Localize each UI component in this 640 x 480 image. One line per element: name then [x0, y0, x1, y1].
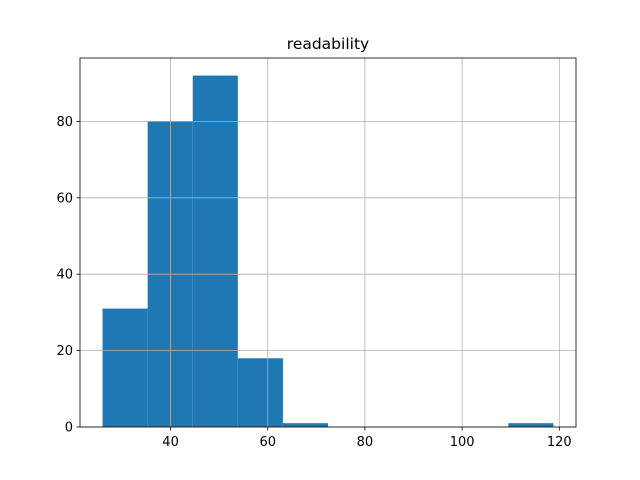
y-tick-label: 20 [56, 344, 73, 359]
y-tick-label: 60 [56, 191, 73, 206]
bar [508, 423, 554, 427]
bar [282, 423, 328, 427]
x-tick-label: 100 [450, 435, 475, 450]
axes-frame [79, 57, 577, 428]
y-tick-label: 40 [56, 268, 73, 283]
chart-title: readability [287, 35, 369, 53]
x-tick-label: 60 [259, 435, 276, 450]
x-tick-label: 40 [162, 435, 179, 450]
x-tick-label: 120 [547, 435, 572, 450]
x-tick-label: 80 [357, 435, 374, 450]
y-tick-label: 0 [65, 421, 73, 436]
bar [237, 358, 283, 427]
bar [192, 75, 238, 428]
y-tick-label: 80 [56, 115, 73, 130]
bar [102, 308, 148, 427]
